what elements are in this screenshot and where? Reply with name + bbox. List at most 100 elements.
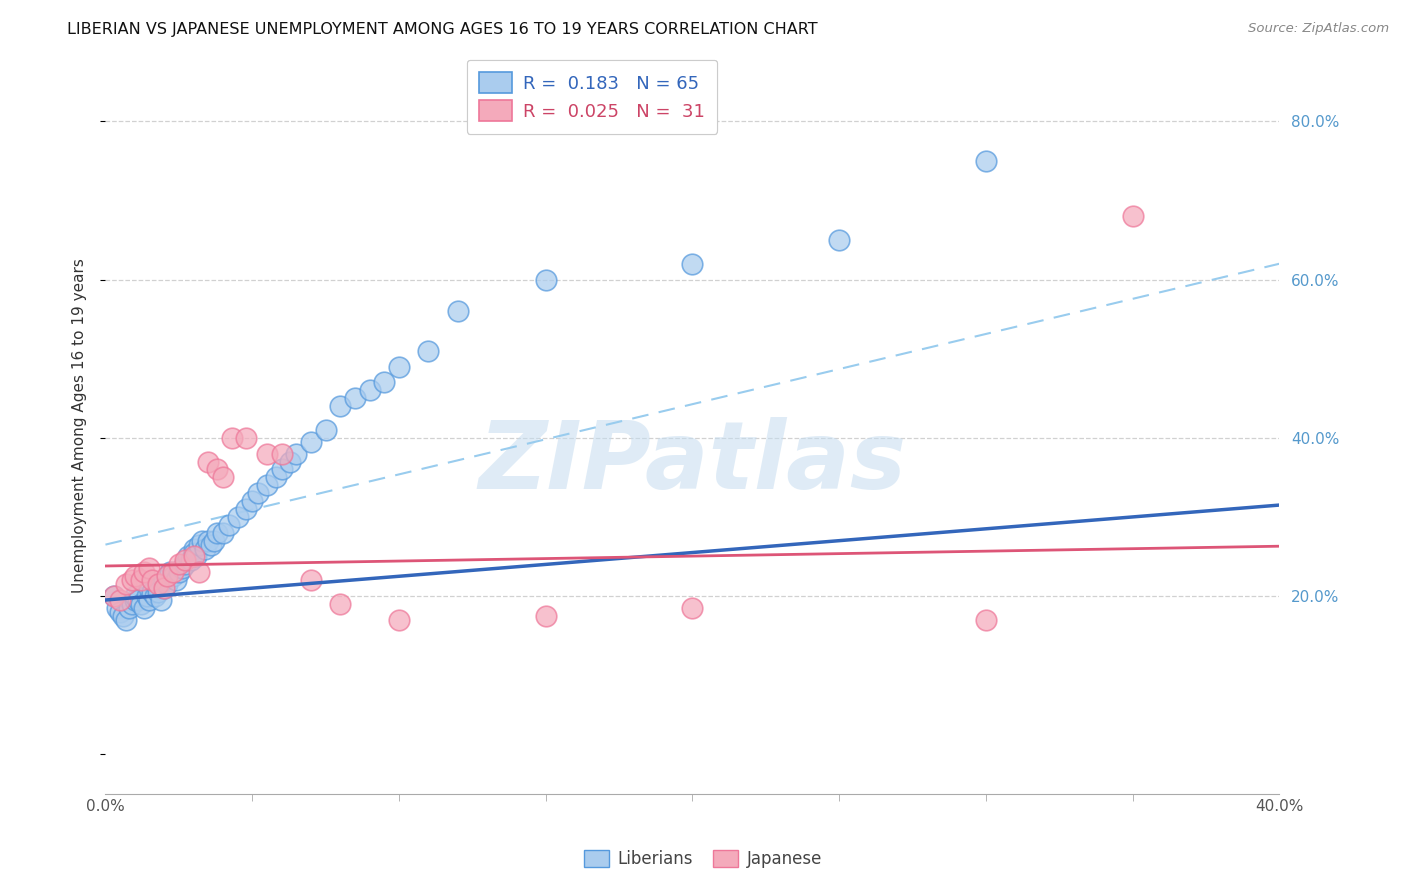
Point bbox=[299, 573, 322, 587]
Point bbox=[202, 533, 225, 548]
Legend: R =  0.183   N = 65, R =  0.025   N =  31: R = 0.183 N = 65, R = 0.025 N = 31 bbox=[467, 60, 717, 134]
Point bbox=[156, 577, 179, 591]
Point bbox=[446, 304, 468, 318]
Point bbox=[138, 561, 160, 575]
Point bbox=[105, 601, 128, 615]
Text: ZIPatlas: ZIPatlas bbox=[478, 417, 907, 508]
Point bbox=[124, 569, 146, 583]
Point bbox=[103, 589, 125, 603]
Point bbox=[285, 447, 308, 461]
Point bbox=[191, 533, 214, 548]
Point bbox=[167, 566, 190, 580]
Point bbox=[221, 431, 243, 445]
Point bbox=[240, 494, 263, 508]
Point bbox=[148, 585, 170, 599]
Point bbox=[115, 613, 138, 627]
Point bbox=[211, 470, 233, 484]
Point bbox=[138, 581, 160, 595]
Point bbox=[132, 601, 155, 615]
Point bbox=[118, 601, 141, 615]
Point bbox=[141, 585, 163, 599]
Point bbox=[162, 569, 184, 583]
Point bbox=[153, 581, 176, 595]
Point bbox=[143, 589, 166, 603]
Point bbox=[235, 431, 257, 445]
Point bbox=[256, 478, 278, 492]
Point bbox=[194, 541, 217, 556]
Point bbox=[205, 462, 228, 476]
Point bbox=[205, 525, 228, 540]
Point bbox=[188, 566, 211, 580]
Point bbox=[153, 581, 176, 595]
Point bbox=[176, 549, 198, 564]
Point bbox=[183, 545, 205, 559]
Point bbox=[388, 359, 411, 374]
Point bbox=[121, 597, 143, 611]
Point bbox=[315, 423, 337, 437]
Point bbox=[156, 569, 179, 583]
Point bbox=[173, 553, 195, 567]
Point bbox=[828, 233, 851, 247]
Point bbox=[235, 502, 257, 516]
Text: Source: ZipAtlas.com: Source: ZipAtlas.com bbox=[1249, 22, 1389, 36]
Point bbox=[359, 384, 381, 398]
Point bbox=[170, 561, 193, 575]
Point bbox=[108, 593, 131, 607]
Text: LIBERIAN VS JAPANESE UNEMPLOYMENT AMONG AGES 16 TO 19 YEARS CORRELATION CHART: LIBERIAN VS JAPANESE UNEMPLOYMENT AMONG … bbox=[67, 22, 818, 37]
Point bbox=[299, 434, 322, 449]
Point bbox=[270, 462, 292, 476]
Point bbox=[226, 510, 249, 524]
Point bbox=[148, 577, 170, 591]
Point bbox=[218, 517, 240, 532]
Point bbox=[183, 549, 205, 564]
Point bbox=[124, 589, 146, 603]
Point bbox=[108, 605, 131, 619]
Point bbox=[211, 525, 233, 540]
Point bbox=[121, 573, 143, 587]
Point bbox=[148, 581, 170, 595]
Point bbox=[173, 558, 195, 572]
Point bbox=[974, 613, 997, 627]
Point bbox=[188, 538, 211, 552]
Point bbox=[373, 376, 395, 390]
Point bbox=[165, 573, 187, 587]
Point bbox=[247, 486, 270, 500]
Point bbox=[112, 608, 135, 623]
Point bbox=[329, 399, 352, 413]
Point bbox=[418, 343, 440, 358]
Legend: Liberians, Japanese: Liberians, Japanese bbox=[578, 843, 828, 875]
Point bbox=[115, 577, 138, 591]
Point bbox=[264, 470, 287, 484]
Point bbox=[132, 566, 155, 580]
Point bbox=[183, 541, 205, 556]
Point bbox=[280, 454, 302, 468]
Point bbox=[682, 257, 704, 271]
Point bbox=[200, 538, 222, 552]
Point bbox=[256, 447, 278, 461]
Point bbox=[270, 447, 292, 461]
Point bbox=[153, 573, 176, 587]
Point bbox=[197, 533, 219, 548]
Point bbox=[388, 613, 411, 627]
Point bbox=[343, 391, 366, 405]
Point bbox=[534, 272, 557, 286]
Point bbox=[159, 566, 181, 580]
Point bbox=[329, 597, 352, 611]
Y-axis label: Unemployment Among Ages 16 to 19 years: Unemployment Among Ages 16 to 19 years bbox=[72, 259, 87, 593]
Point bbox=[150, 593, 173, 607]
Point bbox=[1122, 209, 1144, 223]
Point bbox=[180, 553, 202, 567]
Point bbox=[129, 573, 152, 587]
Point bbox=[974, 153, 997, 168]
Point bbox=[197, 454, 219, 468]
Point bbox=[138, 593, 160, 607]
Point bbox=[162, 566, 184, 580]
Point bbox=[127, 593, 149, 607]
Point bbox=[682, 601, 704, 615]
Point bbox=[186, 549, 208, 564]
Point bbox=[129, 597, 152, 611]
Point bbox=[534, 608, 557, 623]
Point bbox=[124, 593, 146, 607]
Point bbox=[135, 589, 157, 603]
Point bbox=[141, 573, 163, 587]
